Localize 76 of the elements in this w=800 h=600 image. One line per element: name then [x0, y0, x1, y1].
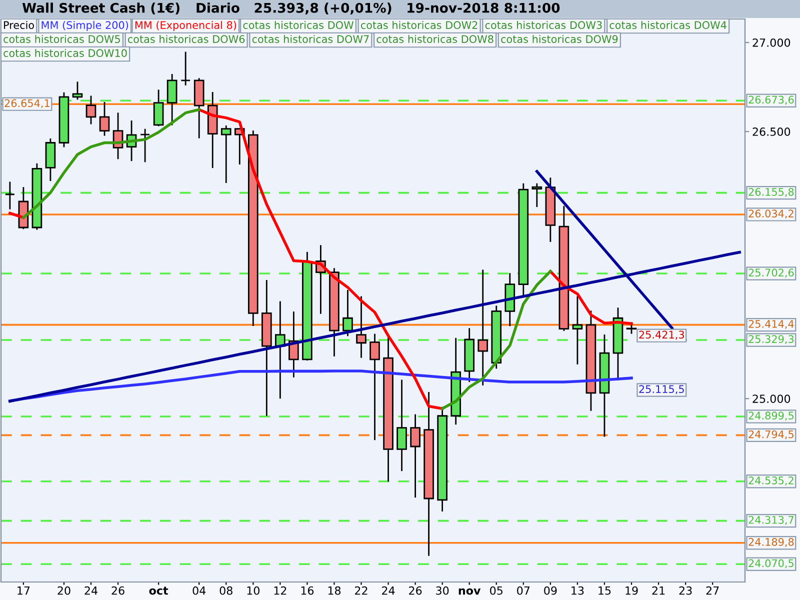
x-tick-label: 27 [706, 586, 719, 595]
data-label: 25.115,5 [639, 385, 684, 394]
annotation: cotas historicas DOW10 [4, 48, 127, 58]
ref-line-label: 26.034,2 [748, 210, 794, 219]
x-tick-label: 26 [409, 586, 422, 595]
annotation: cotas historicas DOW3 [485, 20, 602, 30]
x-tick-label: 09 [544, 586, 557, 595]
ref-line-label: 25.414,4 [748, 320, 794, 329]
text: MM (Simple 200) [42, 20, 128, 32]
x-tick-label: 05 [490, 586, 502, 595]
text: MM (Exponencial 8) [135, 20, 236, 32]
x-tick-label: 23 [679, 586, 692, 595]
x-tick-label: 21 [652, 586, 665, 595]
x-tick-label: 20 [58, 586, 70, 595]
text: Precio [4, 20, 34, 30]
x-tick-label: 08 [220, 586, 232, 595]
candlestick [180, 51, 191, 86]
candlestick [140, 128, 150, 163]
data-label: 25.421,3 [639, 330, 684, 340]
ref-line-label: 25.329,3 [748, 335, 794, 344]
candlestick [72, 80, 83, 100]
candlestick [99, 101, 110, 136]
candlestick [220, 124, 232, 184]
x-tick-label: 18 [328, 586, 341, 595]
annotation: cotas historicas DOW9 [501, 34, 618, 44]
ref-line-label: 24.535,2 [748, 476, 794, 486]
x-tick-label: 16 [301, 586, 314, 595]
annotation: cotas historicas DOW2 [360, 20, 478, 30]
candlestick [572, 296, 583, 366]
x-tick-label: 13 [572, 586, 584, 595]
ref-line-label: 24.899,5 [748, 412, 794, 421]
chart-title: Wall Street Cash (1€) [22, 2, 180, 14]
x-tick-label: oct [149, 586, 168, 595]
candlestick [532, 182, 542, 208]
x-tick-label: 24 [382, 586, 395, 595]
x-tick-label: 17 [18, 586, 30, 595]
candlestick [370, 333, 380, 441]
x-tick-label: 15 [598, 586, 611, 595]
x-tick-label: 04 [192, 586, 206, 595]
y-tick-label: 27.000 [752, 38, 790, 47]
ref-line-label: 26.673,6 [748, 96, 794, 105]
ref-line-label: 24.313,7 [748, 516, 794, 525]
candlestick [478, 269, 488, 386]
candlestick [356, 296, 366, 359]
candlestick [166, 73, 178, 126]
x-tick-label: nov [458, 588, 481, 595]
ref-line-label: 25.702,6 [748, 268, 794, 278]
x-tick-label: 30 [436, 586, 449, 595]
annotation: cotas historicas DOW7 [252, 34, 369, 44]
x-tick-label: 22 [354, 586, 368, 595]
annotation: cotas historicas DOW4 [610, 20, 726, 30]
candlestick [4, 181, 16, 210]
ref-line-label: 24.794,5 [748, 430, 794, 440]
chart-subtitle: Diario 25.393,8 (+0,01%) 19-nov-2018 8:11:00 [196, 2, 560, 15]
x-tick-label: 19 [626, 586, 638, 595]
y-tick-label: 25.000 [752, 394, 790, 403]
annotation: cotas historicas DOW [243, 20, 354, 30]
candlestick [86, 95, 96, 125]
annotation: cotas historicas DOW8 [376, 34, 494, 44]
candlestick [396, 379, 407, 472]
x-tick-label: 10 [247, 586, 260, 595]
candlestick [410, 414, 420, 498]
candlestick [342, 289, 353, 337]
x-tick-label: 26 [112, 586, 124, 595]
x-tick-label: 24 [84, 586, 98, 595]
x-tick-label: 12 [274, 586, 286, 595]
line-series [8, 370, 633, 402]
ref-line-label: 26.155,8 [748, 188, 794, 197]
candlestick [153, 88, 164, 127]
x-tick-label: 07 [517, 586, 530, 595]
ref-line-label: 24.189,8 [748, 538, 794, 547]
ref-line-label: 24.070,5 [748, 559, 794, 568]
y-tick-label: 26.500 [752, 128, 790, 136]
annotation: cotas historicas DOW6 [128, 34, 245, 44]
ref-line-label: 26.654,1 [4, 99, 50, 108]
annotation: cotas historicas DOW5 [4, 34, 120, 44]
